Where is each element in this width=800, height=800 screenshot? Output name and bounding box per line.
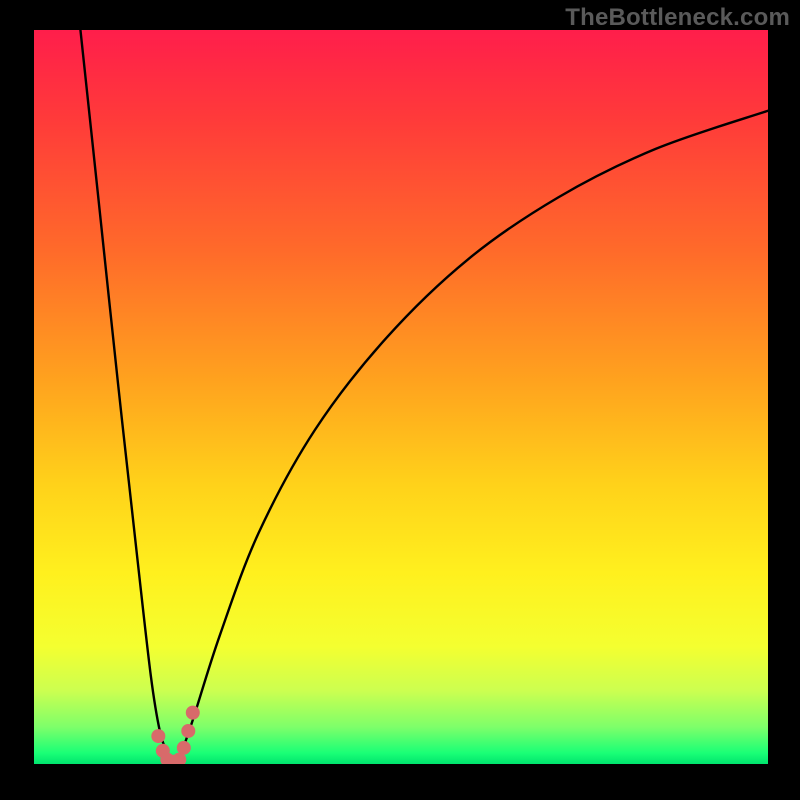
- data-marker: [182, 724, 195, 737]
- gradient-background: [34, 30, 768, 764]
- chart-stage: TheBottleneck.com: [0, 0, 800, 800]
- watermark-text: TheBottleneck.com: [565, 4, 790, 32]
- data-marker: [186, 706, 199, 719]
- plot-area: [34, 30, 768, 764]
- plot-svg: [34, 30, 768, 764]
- data-marker: [177, 741, 190, 754]
- data-marker: [152, 730, 165, 743]
